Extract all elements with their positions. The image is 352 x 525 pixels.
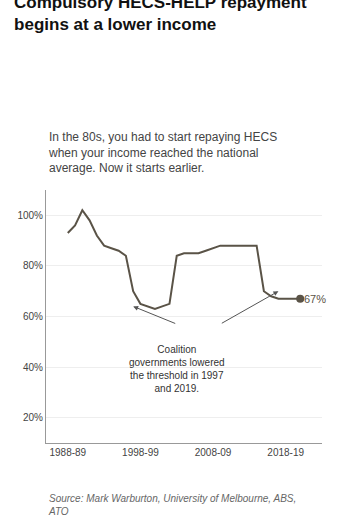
- svg-text:2018-19: 2018-19: [267, 447, 304, 458]
- svg-text:20%: 20%: [23, 412, 43, 423]
- svg-text:Compulsory HECS-HELP repayment: Compulsory HECS-HELP repaymentbegins at …: [14, 0, 307, 34]
- svg-text:100%: 100%: [17, 210, 43, 221]
- svg-text:40%: 40%: [23, 362, 43, 373]
- svg-text:67%: 67%: [304, 293, 326, 305]
- svg-text:In the 80s, you had to start r: In the 80s, you had to start repaying HE…: [48, 130, 277, 175]
- svg-text:1998-99: 1998-99: [122, 447, 159, 458]
- svg-text:80%: 80%: [23, 260, 43, 271]
- svg-text:2008-09: 2008-09: [195, 447, 232, 458]
- svg-text:1988-89: 1988-89: [49, 447, 86, 458]
- svg-text:Source: Mark Warburton, Univer: Source: Mark Warburton, University of Me…: [48, 493, 296, 517]
- svg-text:Coalitiongovernments loweredth: Coalitiongovernments loweredthe threshol…: [129, 344, 225, 394]
- svg-text:60%: 60%: [23, 311, 43, 322]
